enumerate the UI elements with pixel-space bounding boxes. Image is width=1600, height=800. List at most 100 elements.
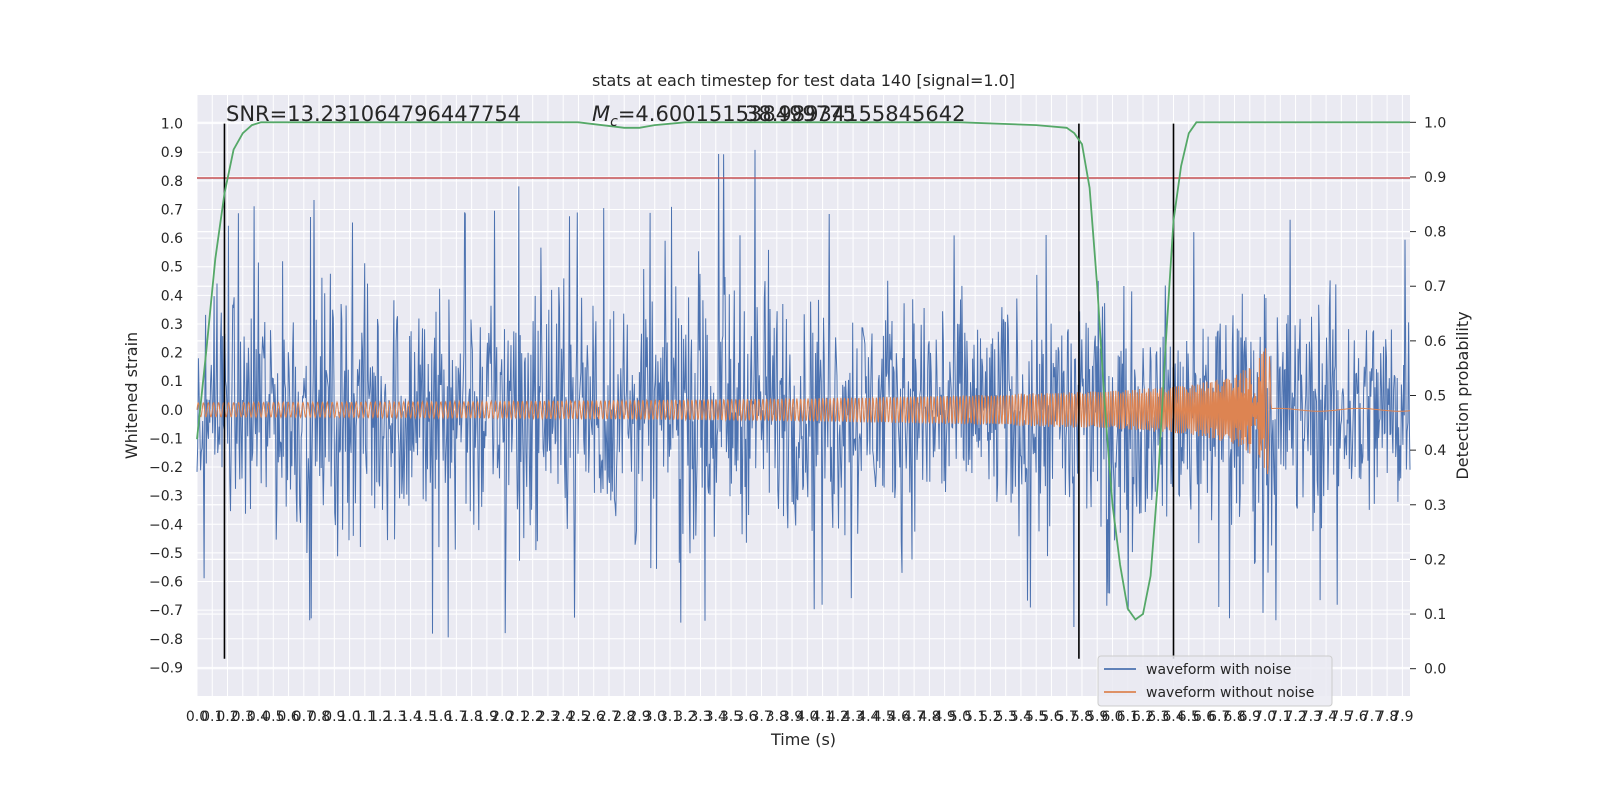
x-tick-label: 3.3 <box>689 709 711 725</box>
x-tick-label: 6.6 <box>1193 709 1215 725</box>
x-tick-label: 6.5 <box>1178 709 1200 725</box>
x-tick-label: 7.6 <box>1345 709 1367 725</box>
series-layer <box>196 121 1411 659</box>
y-tick-label: 0.0 <box>161 403 183 419</box>
legend-box <box>1097 655 1333 707</box>
x-tick-label: 0.6 <box>277 709 299 725</box>
x-tick-label: 7.9 <box>1391 709 1413 725</box>
x-tick-label: 5.3 <box>995 709 1017 725</box>
marker-lines <box>223 123 1175 659</box>
x-tick-label: 5.9 <box>1086 709 1108 725</box>
y-tick-label: 0.3 <box>161 317 183 333</box>
x-tick-label: 2.0 <box>491 709 513 725</box>
y2-tick-label: 0.3 <box>1424 498 1446 514</box>
x-tick-label: 0.1 <box>201 709 223 725</box>
x-tick-label: 1.4 <box>399 709 421 725</box>
x-tick-label: 4.0 <box>796 709 818 725</box>
y2-tick-label: 0.9 <box>1424 170 1446 186</box>
x-tick-label: 0.5 <box>262 709 284 725</box>
x-tick-label: 4.9 <box>934 709 956 725</box>
y2-tick-label: 1.0 <box>1424 115 1446 131</box>
x-tick-label: 2.4 <box>552 709 574 725</box>
x-tick-label: 0.3 <box>232 709 254 725</box>
x-tick-label: 6.2 <box>1132 709 1154 725</box>
x-tick-label: 5.7 <box>1056 709 1078 725</box>
y2-tick-label: 0.1 <box>1424 607 1446 623</box>
x-tick-label: 0.9 <box>323 709 345 725</box>
y-tick-label: −0.1 <box>149 431 183 447</box>
x-tick-label: 2.9 <box>628 709 650 725</box>
x-tick-label: 7.5 <box>1330 709 1352 725</box>
x-tick-label: 1.3 <box>384 709 406 725</box>
x-tick-label: 4.6 <box>888 709 910 725</box>
y-tick-label: 1.0 <box>161 117 183 133</box>
x-axis-label: Time (s) <box>770 730 836 749</box>
x-tick-label: 7.4 <box>1315 709 1337 725</box>
y-tick-label: 0.7 <box>161 202 183 218</box>
x-tick-label: 6.4 <box>1162 709 1184 725</box>
x-tick-label: 0.0 <box>186 709 208 725</box>
x-tick-label: 6.0 <box>1101 709 1123 725</box>
x-tick-label: 3.7 <box>750 709 772 725</box>
x-tick-label: 6.8 <box>1223 709 1245 725</box>
x-tick-label: 7.1 <box>1269 709 1291 725</box>
x-tick-label: 3.1 <box>659 709 681 725</box>
x-tick-label: 7.8 <box>1376 709 1398 725</box>
y2-axis-label: Detection probability <box>1453 311 1472 479</box>
x-tick-label: 3.8 <box>766 709 788 725</box>
x-tick-label: 5.8 <box>1071 709 1093 725</box>
x-tick-label: 0.8 <box>308 709 330 725</box>
x-tick-label: 2.5 <box>567 709 589 725</box>
x-tick-label: 0.4 <box>247 709 269 725</box>
x-tick-label: 4.5 <box>872 709 894 725</box>
x-tick-label: 2.1 <box>506 709 528 725</box>
x-tick-label: 5.0 <box>949 709 971 725</box>
x-tick-label: 3.2 <box>674 709 696 725</box>
y-tick-label: −0.9 <box>149 660 183 676</box>
x-tick-label: 5.4 <box>1010 709 1032 725</box>
y-tick-label: 0.6 <box>161 231 183 247</box>
x-tick-label: 3.0 <box>644 709 666 725</box>
chart-title: stats at each timestep for test data 140… <box>592 71 1015 90</box>
y-tick-label: −0.2 <box>149 460 183 476</box>
y-tick-label: 0.8 <box>161 174 183 190</box>
x-tick-label: 5.2 <box>979 709 1001 725</box>
x-tick-label: 0.2 <box>216 709 238 725</box>
y2-tick-label: 0.4 <box>1424 443 1446 459</box>
legend-label-waveform-with-noise: waveform with noise <box>1146 662 1291 678</box>
y-tick-label: −0.6 <box>149 575 183 591</box>
x-tick-label: 1.7 <box>445 709 467 725</box>
y2-tick-label: 0.7 <box>1424 279 1446 295</box>
chirp-mass-subscript: c <box>610 114 618 130</box>
y-tick-label: −0.8 <box>149 632 183 648</box>
x-tick-label: 5.1 <box>964 709 986 725</box>
x-tick-label: 7.2 <box>1284 709 1306 725</box>
y-tick-label: −0.4 <box>149 517 183 533</box>
y2-tick-label: 0.6 <box>1424 334 1446 350</box>
x-tick-label: 1.9 <box>476 709 498 725</box>
x-tick-label: 3.6 <box>735 709 757 725</box>
x-tick-label: 1.5 <box>415 709 437 725</box>
x-axis-ticks: 0.00.10.20.30.40.50.60.70.80.91.01.11.21… <box>186 709 1414 725</box>
x-tick-label: 3.5 <box>720 709 742 725</box>
chirp-mass-annotation: Mc=4.600151538499775 <box>592 102 856 130</box>
x-tick-label: 1.2 <box>369 709 391 725</box>
y-tick-label: −0.3 <box>149 489 183 505</box>
y-tick-label: 0.1 <box>161 374 183 390</box>
x-tick-label: 7.0 <box>1254 709 1276 725</box>
x-tick-label: 4.7 <box>903 709 925 725</box>
series-detection-probability <box>196 121 1410 621</box>
legend-label-waveform-without-noise: waveform without noise <box>1146 685 1314 701</box>
x-tick-label: 5.6 <box>1040 709 1062 725</box>
x-tick-label: 4.8 <box>918 709 940 725</box>
y-tick-label: 0.4 <box>161 288 183 304</box>
x-tick-label: 2.2 <box>522 709 544 725</box>
x-tick-label: 4.1 <box>811 709 833 725</box>
overlapping-annotation: 38.98934155845642 <box>745 102 965 126</box>
y2-tick-label: 0.5 <box>1424 389 1446 405</box>
x-tick-label: 3.9 <box>781 709 803 725</box>
x-tick-label: 2.8 <box>613 709 635 725</box>
x-tick-label: 4.3 <box>842 709 864 725</box>
y2-tick-label: 0.0 <box>1424 662 1446 678</box>
